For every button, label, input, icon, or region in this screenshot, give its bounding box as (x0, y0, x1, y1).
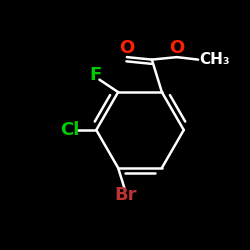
Text: O: O (119, 38, 134, 56)
Text: F: F (90, 66, 102, 84)
Text: Br: Br (114, 186, 137, 204)
Text: Cl: Cl (60, 121, 80, 139)
Text: CH₃: CH₃ (200, 52, 230, 67)
Text: O: O (169, 38, 184, 56)
